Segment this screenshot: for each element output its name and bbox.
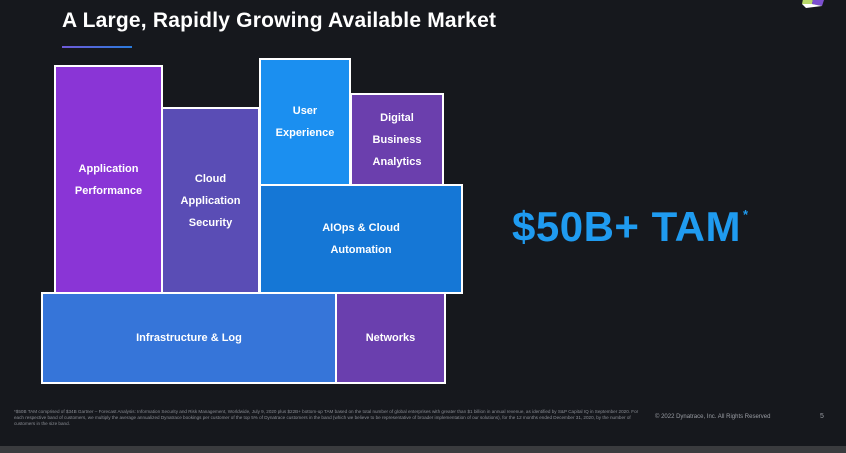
- tam-asterisk: *: [742, 207, 749, 222]
- block-label: Infrastructure & Log: [136, 332, 242, 344]
- block-label: Cloud Application Security: [180, 172, 241, 229]
- bottom-bar: [0, 446, 846, 453]
- market-block-networks: Networks: [335, 292, 446, 384]
- slide-title: A Large, Rapidly Growing Available Marke…: [62, 9, 497, 32]
- block-label: Networks: [365, 332, 416, 344]
- dynatrace-logo-icon: [802, 0, 824, 8]
- page-number: 5: [820, 413, 824, 420]
- market-block-cloud-application-security: Cloud Application Security: [161, 107, 260, 294]
- market-block-digital-business-analytics: Digital Business Analytics: [350, 93, 444, 186]
- block-label: Application Performance: [74, 162, 143, 197]
- block-label: AIOps & Cloud Automation: [322, 222, 400, 256]
- market-block-aiops-cloud-automation: AIOps & Cloud Automation: [259, 184, 463, 294]
- title-underline: [62, 46, 132, 48]
- footnote: *$50B TAM comprised of $34B Gartner – Fo…: [14, 409, 639, 426]
- block-label: Digital Business Analytics: [372, 111, 422, 168]
- market-block-infrastructure-log: Infrastructure & Log: [41, 292, 337, 384]
- block-label: User Experience: [275, 105, 335, 139]
- market-block-application-performance: Application Performance: [54, 65, 163, 294]
- tam-headline: $50B+ TAM *: [512, 203, 749, 251]
- tam-value: $50B+ TAM: [512, 203, 741, 250]
- copyright: © 2022 Dynatrace, Inc. All Rights Reserv…: [655, 414, 771, 420]
- market-block-user-experience: User Experience: [259, 58, 351, 186]
